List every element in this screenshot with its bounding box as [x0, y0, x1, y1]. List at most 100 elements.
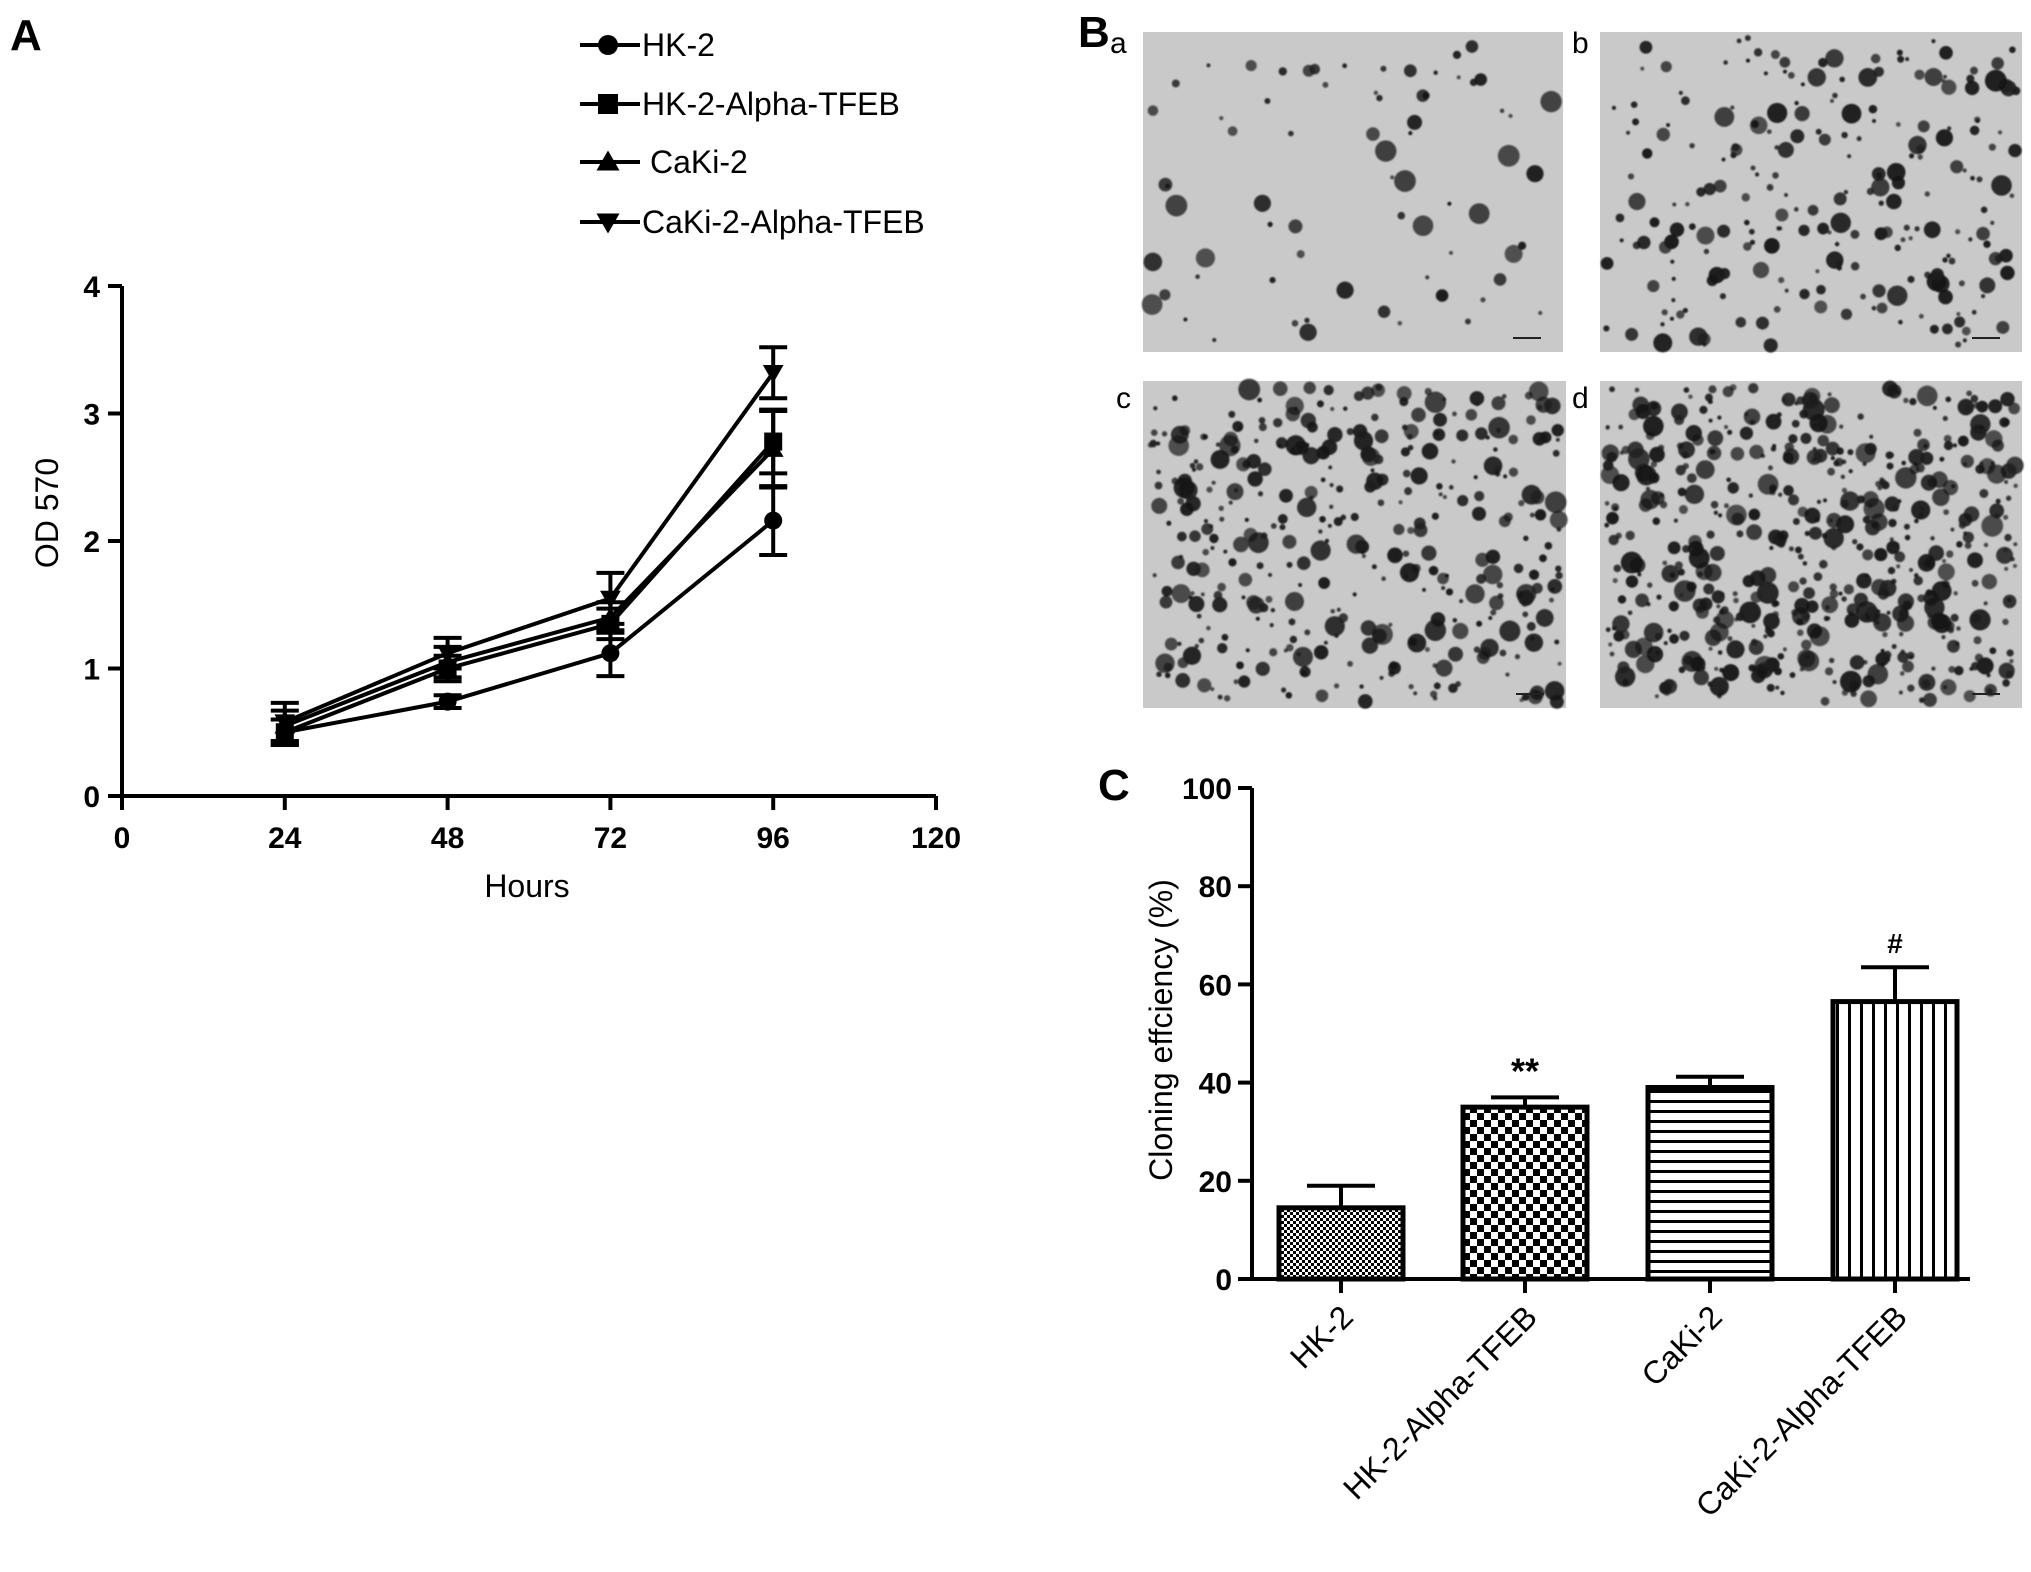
- colony: [1825, 441, 1840, 456]
- colony: [1299, 323, 1317, 341]
- colony: [1744, 35, 1751, 42]
- colony: [1396, 386, 1412, 401]
- colony: [1802, 561, 1808, 566]
- colony: [1154, 481, 1163, 490]
- colony: [1645, 431, 1655, 441]
- colony: [1436, 482, 1443, 490]
- colony: [1988, 399, 2003, 414]
- colony: [1411, 407, 1426, 423]
- colony: [1856, 573, 1872, 589]
- series-line: [284, 371, 775, 724]
- colony: [1190, 591, 1195, 596]
- colony: [1372, 628, 1387, 644]
- colony: [1908, 449, 1925, 466]
- colony: [1188, 596, 1205, 613]
- colony: [1656, 127, 1670, 142]
- colony: [1788, 494, 1800, 506]
- colony: [1177, 497, 1185, 505]
- colony: [1501, 394, 1507, 399]
- colony: [1833, 192, 1847, 206]
- colony: [1217, 582, 1226, 592]
- colony: [1724, 424, 1729, 429]
- colony: [1827, 467, 1836, 476]
- colony: [1682, 307, 1688, 314]
- colony: [1990, 461, 1995, 466]
- colony: [1969, 609, 1991, 631]
- colony: [1381, 576, 1386, 582]
- colony: [1673, 518, 1678, 523]
- colony: [1979, 424, 1984, 430]
- colony: [1663, 641, 1668, 646]
- colony: [1860, 690, 1877, 708]
- bar-y-tick-label: 40: [1199, 1068, 1232, 1101]
- colony: [1247, 532, 1269, 554]
- colony: [1275, 437, 1288, 449]
- colony: [1408, 637, 1418, 646]
- colony: [1898, 608, 1909, 619]
- colony: [1850, 261, 1860, 271]
- colony: [1923, 560, 1931, 568]
- colony: [1862, 462, 1867, 467]
- colony: [1798, 650, 1820, 672]
- colony: [1189, 462, 1196, 469]
- colony: [1242, 460, 1251, 469]
- colony: [1932, 405, 1937, 410]
- colony: [1688, 535, 1702, 549]
- colony: [1894, 244, 1901, 252]
- colony: [1244, 517, 1249, 522]
- colony: [1689, 327, 1708, 346]
- colony: [1726, 640, 1745, 659]
- colony: [1717, 650, 1723, 655]
- colony: [1465, 584, 1485, 604]
- colony: [1255, 661, 1270, 676]
- colony: [1627, 173, 1635, 180]
- colony: [1976, 657, 1994, 675]
- colony: [1194, 643, 1199, 649]
- colony: [1279, 488, 1293, 503]
- colony: [1964, 542, 1972, 549]
- colony: [1825, 49, 1844, 68]
- colony: [1433, 682, 1441, 690]
- colony: [1399, 563, 1420, 583]
- colony: [1678, 90, 1683, 95]
- colony: [1456, 75, 1461, 80]
- colony: [1894, 542, 1900, 547]
- colony: [1824, 667, 1834, 676]
- colony: [1630, 101, 1638, 108]
- legend-marker: [596, 213, 620, 234]
- micrograph-background: [1143, 32, 1563, 352]
- data-point: [601, 644, 620, 663]
- colony: [1388, 622, 1393, 627]
- colony: [1942, 415, 1948, 422]
- colony: [1532, 432, 1547, 446]
- colony: [1528, 569, 1540, 580]
- colony: [1942, 74, 1947, 79]
- x-axis-label: Hours: [484, 868, 569, 904]
- colony: [1767, 102, 1788, 124]
- colony: [1943, 685, 1948, 690]
- colony: [1713, 179, 1727, 193]
- colony: [1478, 647, 1492, 660]
- colony: [2004, 480, 2009, 485]
- colony: [1943, 509, 1950, 516]
- panel-label-a: A: [10, 11, 42, 60]
- colony: [1606, 511, 1619, 525]
- colony: [1849, 655, 1865, 670]
- colony: [1935, 129, 1954, 147]
- colony: [1685, 201, 1690, 207]
- colony: [1742, 575, 1755, 588]
- colony: [2008, 402, 2020, 415]
- colony: [1970, 394, 1979, 403]
- colony: [1495, 427, 1501, 433]
- colony: [1435, 659, 1453, 677]
- colony: [1318, 577, 1331, 589]
- colony: [1353, 391, 1364, 402]
- colony: [1743, 242, 1752, 251]
- colony: [1966, 390, 1973, 397]
- colony: [1979, 488, 1989, 498]
- colony: [1267, 221, 1273, 227]
- colony: [1156, 469, 1161, 475]
- colony: [1971, 309, 1977, 315]
- colony: [1210, 687, 1215, 692]
- colony: [1400, 447, 1411, 457]
